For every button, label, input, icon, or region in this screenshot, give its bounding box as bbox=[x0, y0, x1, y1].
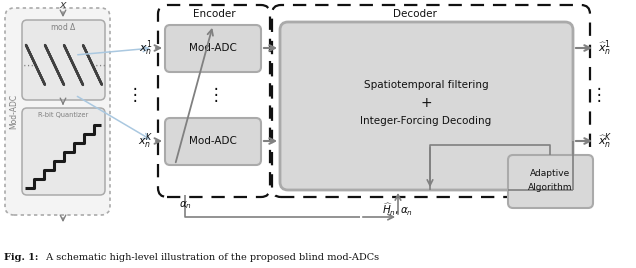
Text: $\vdots$: $\vdots$ bbox=[207, 85, 219, 105]
Text: $\cdots$: $\cdots$ bbox=[22, 60, 34, 70]
Text: $\cdots$: $\cdots$ bbox=[94, 60, 106, 70]
Text: Adaptive: Adaptive bbox=[530, 169, 570, 177]
Text: Mod-ADC: Mod-ADC bbox=[10, 94, 18, 129]
Text: Algorithm: Algorithm bbox=[528, 184, 572, 192]
Text: $x_n^1$: $x_n^1$ bbox=[139, 38, 153, 58]
Text: $x$: $x$ bbox=[59, 0, 67, 10]
Text: $\vdots$: $\vdots$ bbox=[127, 85, 137, 105]
Text: Mod-ADC: Mod-ADC bbox=[189, 43, 237, 53]
FancyBboxPatch shape bbox=[508, 155, 593, 208]
Text: Integer-Forcing Decoding: Integer-Forcing Decoding bbox=[361, 116, 492, 126]
Text: Decoder: Decoder bbox=[393, 9, 437, 19]
Text: mod $\Delta$: mod $\Delta$ bbox=[50, 21, 76, 32]
Text: Mod-ADC: Mod-ADC bbox=[189, 136, 237, 146]
Text: Encoder: Encoder bbox=[193, 9, 235, 19]
Text: +: + bbox=[420, 96, 432, 110]
Text: A schematic high-level illustration of the proposed blind mod-ADCs: A schematic high-level illustration of t… bbox=[43, 254, 379, 262]
Text: $x_n^K$: $x_n^K$ bbox=[138, 131, 153, 151]
Text: $\widehat{H}_n, \alpha_n$: $\widehat{H}_n, \alpha_n$ bbox=[382, 202, 413, 218]
Text: $\vdots$: $\vdots$ bbox=[590, 85, 602, 105]
Text: Spatiotemporal filtering: Spatiotemporal filtering bbox=[364, 80, 488, 90]
FancyBboxPatch shape bbox=[5, 8, 110, 215]
FancyBboxPatch shape bbox=[165, 118, 261, 165]
FancyBboxPatch shape bbox=[22, 20, 105, 100]
FancyBboxPatch shape bbox=[280, 22, 573, 190]
FancyBboxPatch shape bbox=[22, 108, 105, 195]
Text: Fig. 1:: Fig. 1: bbox=[4, 254, 38, 262]
FancyBboxPatch shape bbox=[165, 25, 261, 72]
Text: R-bit Quantizer: R-bit Quantizer bbox=[38, 112, 88, 118]
Text: $\widehat{x}_n^K$: $\widehat{x}_n^K$ bbox=[598, 131, 612, 151]
Text: $\alpha_n$: $\alpha_n$ bbox=[179, 199, 191, 211]
Text: $\widehat{x}_n^1$: $\widehat{x}_n^1$ bbox=[598, 38, 611, 58]
